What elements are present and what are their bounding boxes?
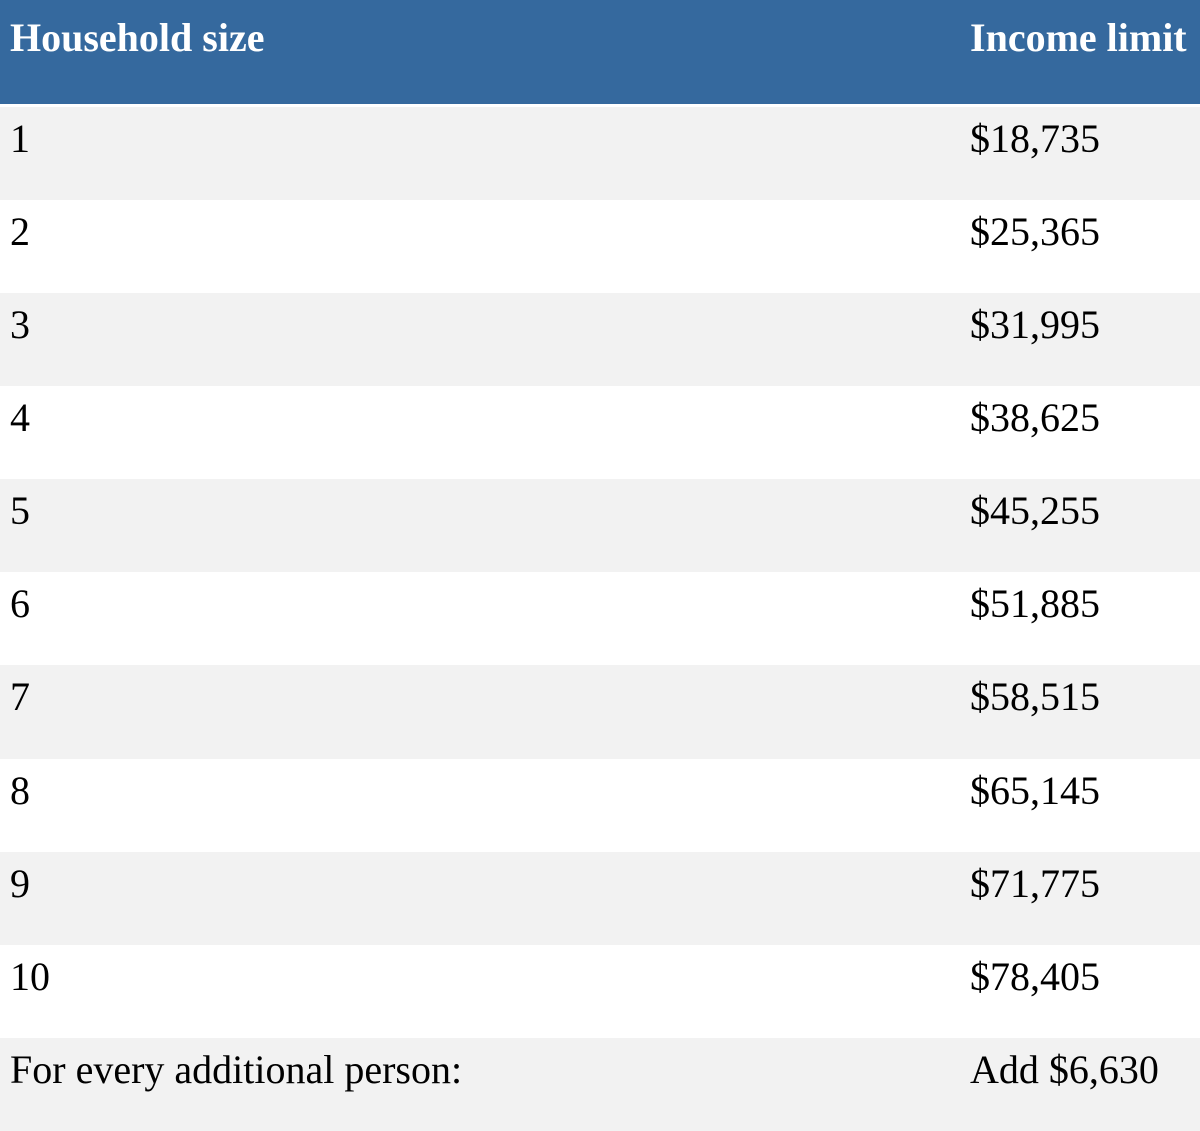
household-size-cell: 8 [10,767,30,813]
income-limit-cell: $45,255 [970,488,1100,534]
income-limit-cell: $58,515 [970,674,1100,720]
income-limit-cell: $31,995 [970,302,1100,348]
household-size-cell: 2 [10,209,30,255]
table-row: 1 $18,735 [0,105,1200,201]
table-row: 3 $31,995 [0,293,1200,387]
household-size-cell: For every additional person: [10,1046,463,1092]
income-limit-cell: $51,885 [970,581,1100,627]
table-body: 1 $18,735 2 $25,365 3 $31,995 4 $38,625 5 $45,255… [0,105,1200,1131]
household-size-cell: 9 [10,860,30,906]
income-limit-cell: $18,735 [970,116,1100,161]
income-limit-cell: Add $6,630 [970,1046,1159,1092]
household-size-cell: 5 [10,488,30,534]
column-header-income-limit: Income limit [960,0,1200,107]
header-row: Household size Income limit [0,0,1200,107]
table-row: 10 $78,405 [0,944,1200,1038]
household-size-cell: 4 [10,395,30,441]
table-row: 5 $45,255 [0,479,1200,573]
table-header: Household size Income limit [0,0,1200,107]
table-row: 4 $38,625 [0,386,1200,480]
table-row: 9 $71,775 [0,851,1200,945]
income-limit-cell: $65,145 [970,767,1100,813]
table-row: For every additional person: Add $6,630 [0,1037,1200,1131]
table-row: 2 $25,365 [0,200,1200,294]
table-row: 6 $51,885 [0,572,1200,666]
column-header-household-size: Household size [0,0,960,107]
household-size-cell: 1 [10,116,30,161]
household-size-cell: 10 [10,953,50,999]
income-limit-cell: $25,365 [970,209,1100,255]
household-size-cell: 3 [10,302,30,348]
table-row: 8 $65,145 [0,758,1200,852]
household-size-cell: 6 [10,581,30,627]
income-limit-cell: $71,775 [970,860,1100,906]
income-limit-cell: $38,625 [970,395,1100,441]
household-size-cell: 7 [10,674,30,720]
table-row: 7 $58,515 [0,665,1200,759]
income-limit-cell: $78,405 [970,953,1100,999]
